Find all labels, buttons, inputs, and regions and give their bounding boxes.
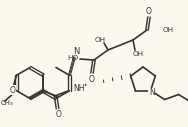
Text: OH: OH xyxy=(94,37,106,43)
Text: HO: HO xyxy=(67,55,78,61)
Text: NH: NH xyxy=(74,84,85,93)
Text: CH₃: CH₃ xyxy=(1,100,13,106)
Text: O: O xyxy=(56,110,61,119)
Text: N: N xyxy=(73,47,80,56)
Text: OH: OH xyxy=(163,27,174,33)
Text: O: O xyxy=(146,6,152,15)
Text: N: N xyxy=(149,88,155,97)
Text: O: O xyxy=(89,75,95,83)
Text: OH: OH xyxy=(132,51,144,57)
Text: O: O xyxy=(10,86,16,95)
